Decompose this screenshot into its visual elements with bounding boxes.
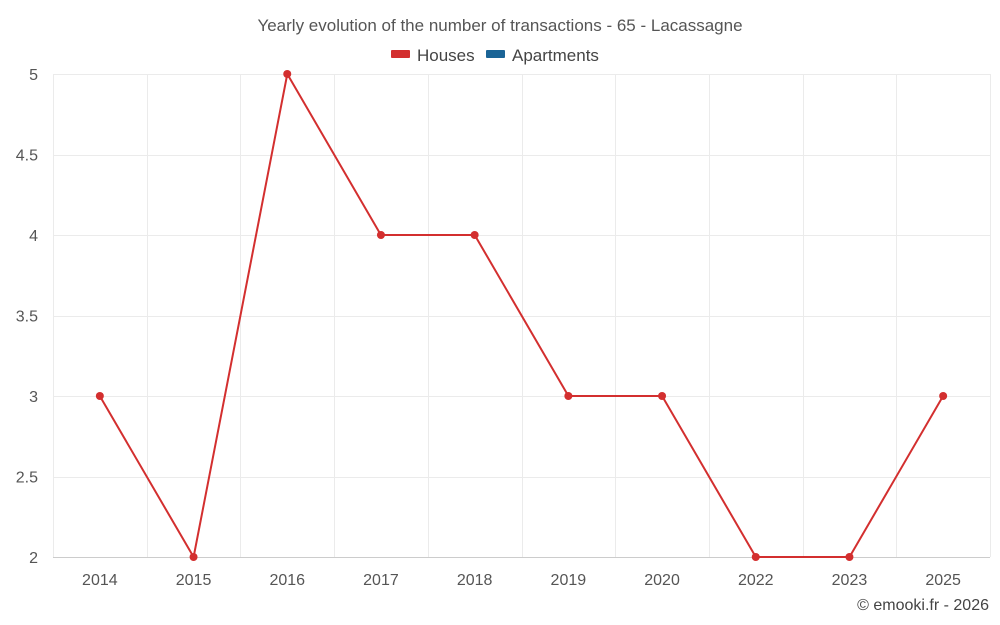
data-point [95,392,104,400]
legend-swatch-houses [391,50,410,58]
data-point [564,392,573,400]
data-point [376,231,385,239]
legend-swatch-apartments [486,50,505,58]
y-tick-label: 2.5 [16,470,38,487]
y-tick-label: 4.5 [16,148,38,165]
legend: Houses Apartments [391,46,599,65]
series-houses [95,70,948,561]
y-tick-label: 5 [29,67,38,84]
chart-title: Yearly evolution of the number of transa… [257,16,742,35]
y-tick-label: 3.5 [16,309,38,326]
x-tick-label: 2025 [925,572,961,589]
y-axis-ticks: 2 2.5 3 3.5 4 4.5 5 [16,67,38,567]
data-point [939,392,948,400]
x-tick-label: 2023 [832,572,868,589]
data-point [283,70,292,78]
data-point [751,553,760,561]
legend-item-houses[interactable]: Houses [391,46,475,65]
data-point [845,553,854,561]
legend-label-houses: Houses [417,46,475,65]
x-tick-label: 2020 [644,572,680,589]
data-point [189,553,198,561]
y-tick-label: 3 [29,389,38,406]
legend-label-apartments: Apartments [512,46,599,65]
x-tick-label: 2019 [551,572,587,589]
credit-text: © emooki.fr - 2026 [857,597,989,614]
x-tick-label: 2018 [457,572,493,589]
series-line-houses [98,73,944,558]
x-tick-label: 2014 [82,572,118,589]
x-tick-label: 2022 [738,572,774,589]
legend-item-apartments[interactable]: Apartments [486,46,599,65]
x-tick-label: 2016 [269,572,305,589]
data-point [470,231,479,239]
x-axis-ticks: 2014 2015 2016 2017 2018 2019 2020 2022 2023 2025 [82,572,961,589]
y-tick-label: 4 [29,228,38,245]
data-point [658,392,667,400]
y-tick-label: 2 [29,550,38,567]
x-tick-label: 2017 [363,572,399,589]
x-tick-label: 2015 [176,572,212,589]
